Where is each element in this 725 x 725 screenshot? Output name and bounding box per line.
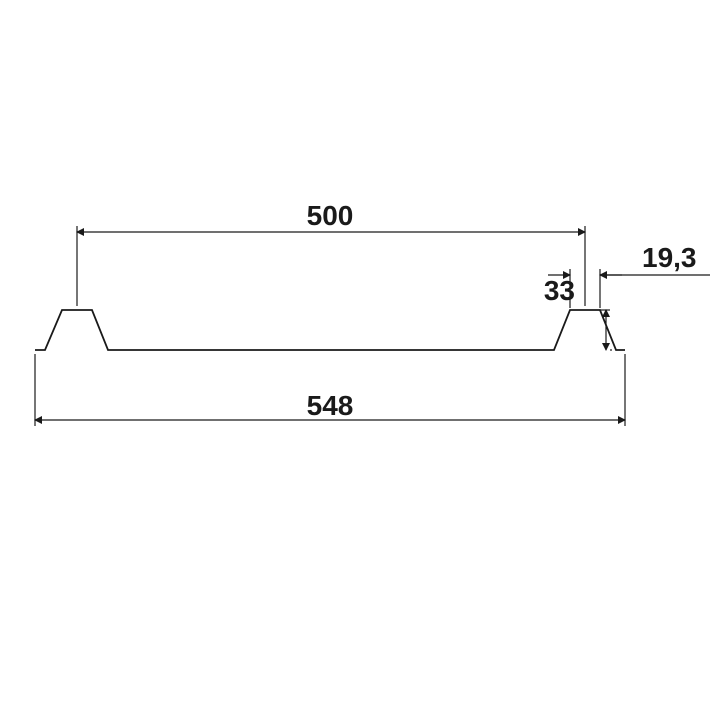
- dim-33-label: 33: [544, 275, 575, 306]
- profile-outline: [35, 310, 625, 350]
- dim-500: 500: [77, 200, 585, 306]
- dim-193-label: 19,3: [642, 242, 697, 273]
- technical-profile-drawing: 500 19,3 33 548: [0, 0, 725, 725]
- dim-500-label: 500: [307, 200, 354, 231]
- dim-548-label: 548: [307, 390, 354, 421]
- dim-548: 548: [35, 354, 625, 426]
